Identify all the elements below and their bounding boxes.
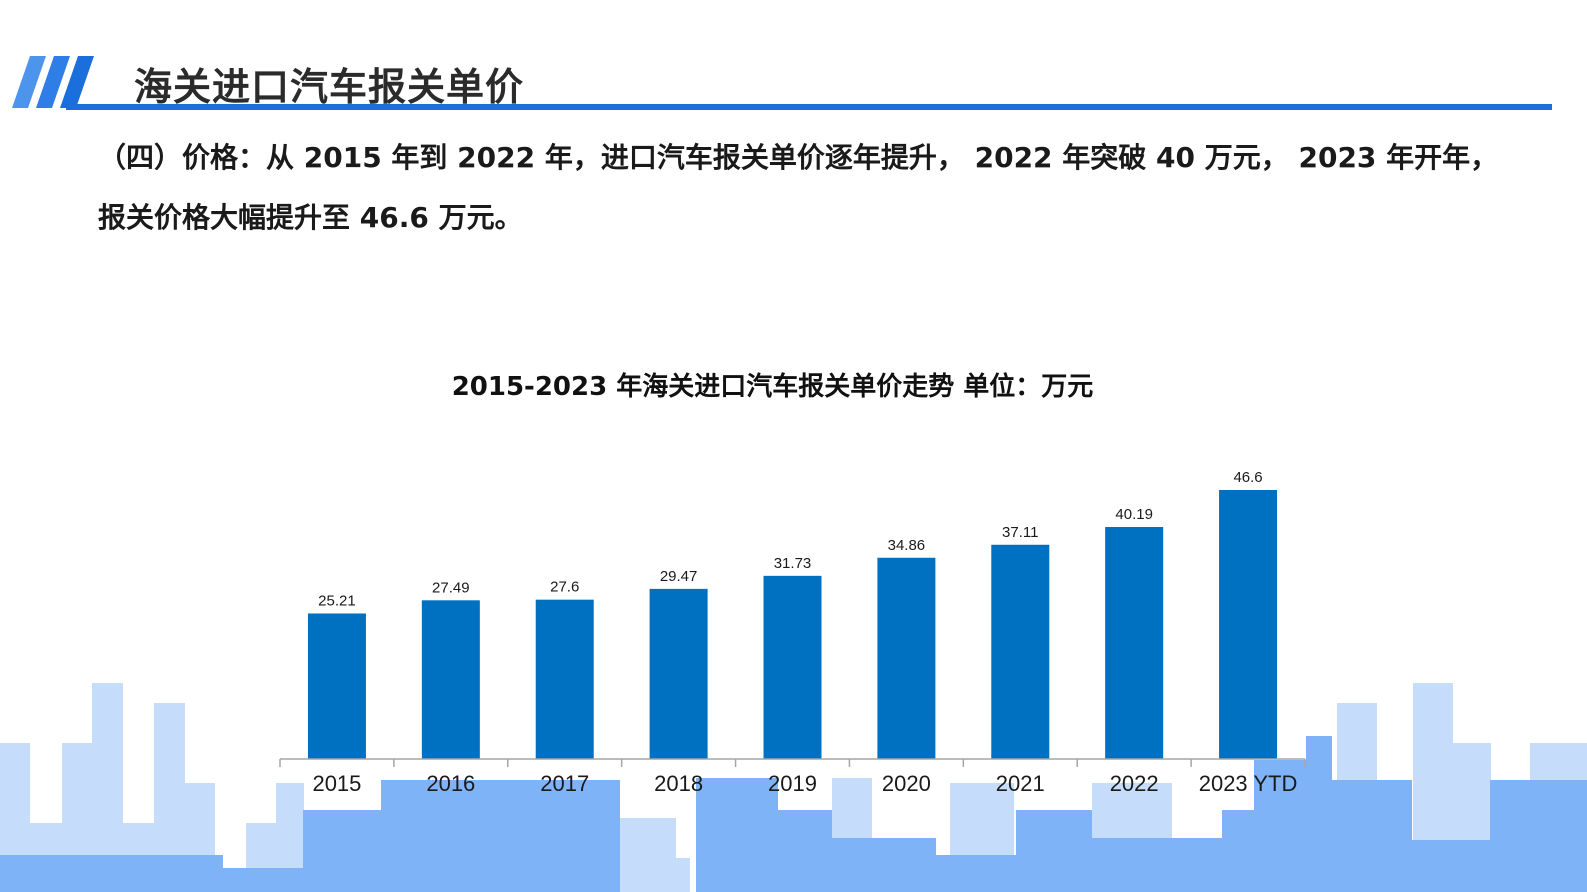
x-axis-ticks xyxy=(279,759,1306,767)
bar-2020 xyxy=(877,557,936,759)
bar-series xyxy=(307,490,1278,759)
x-tick-label: 2018 xyxy=(654,771,703,796)
x-tick-label: 2022 xyxy=(1110,771,1159,796)
bar-2021 xyxy=(991,544,1050,759)
data-label: 27.6 xyxy=(550,579,579,596)
data-label: 37.11 xyxy=(1002,524,1038,541)
x-tick-label: 2019 xyxy=(768,771,817,796)
bar-2022 xyxy=(1105,527,1164,759)
data-label: 40.19 xyxy=(1115,506,1153,523)
x-tick-label: 2021 xyxy=(996,771,1045,796)
intro-paragraph: （四）价格：从 2015 年到 2022 年，进口汽车报关单价逐年提升， 202… xyxy=(98,141,1499,234)
x-tick-label: 2016 xyxy=(426,771,475,796)
x-tick-label: 2015 xyxy=(312,771,361,796)
data-label: 31.73 xyxy=(774,555,812,572)
bar-2018 xyxy=(649,588,708,759)
data-label: 46.6 xyxy=(1233,469,1262,486)
bar-2017 xyxy=(535,599,594,759)
data-label: 27.49 xyxy=(432,579,470,596)
data-label: 29.47 xyxy=(660,568,698,585)
x-tick-label: 2017 xyxy=(540,771,589,796)
data-labels: 25.21 27.49 27.6 29.47 31.73 34.86 37.11 40.19 4… xyxy=(318,469,1262,609)
data-label: 34.86 xyxy=(888,537,926,554)
bar-2023-ytd xyxy=(1219,490,1278,759)
bar-2015 xyxy=(307,613,366,759)
bar-2016 xyxy=(421,600,480,759)
page-title: 海关进口汽车报关单价 xyxy=(134,65,525,109)
header-stripes-logo xyxy=(12,56,94,108)
x-axis-labels: 2015 2016 2017 2018 2019 2020 2021 2022 2023 YTD xyxy=(312,771,1297,796)
header-divider xyxy=(66,104,1552,110)
x-tick-label: 2020 xyxy=(882,771,931,796)
x-tick-label: 2023 YTD xyxy=(1199,771,1298,796)
chart-title: 2015-2023 年海关进口汽车报关单价走势 单位：万元 xyxy=(451,372,1094,402)
data-label: 25.21 xyxy=(318,592,356,609)
bar-2019 xyxy=(763,575,822,759)
